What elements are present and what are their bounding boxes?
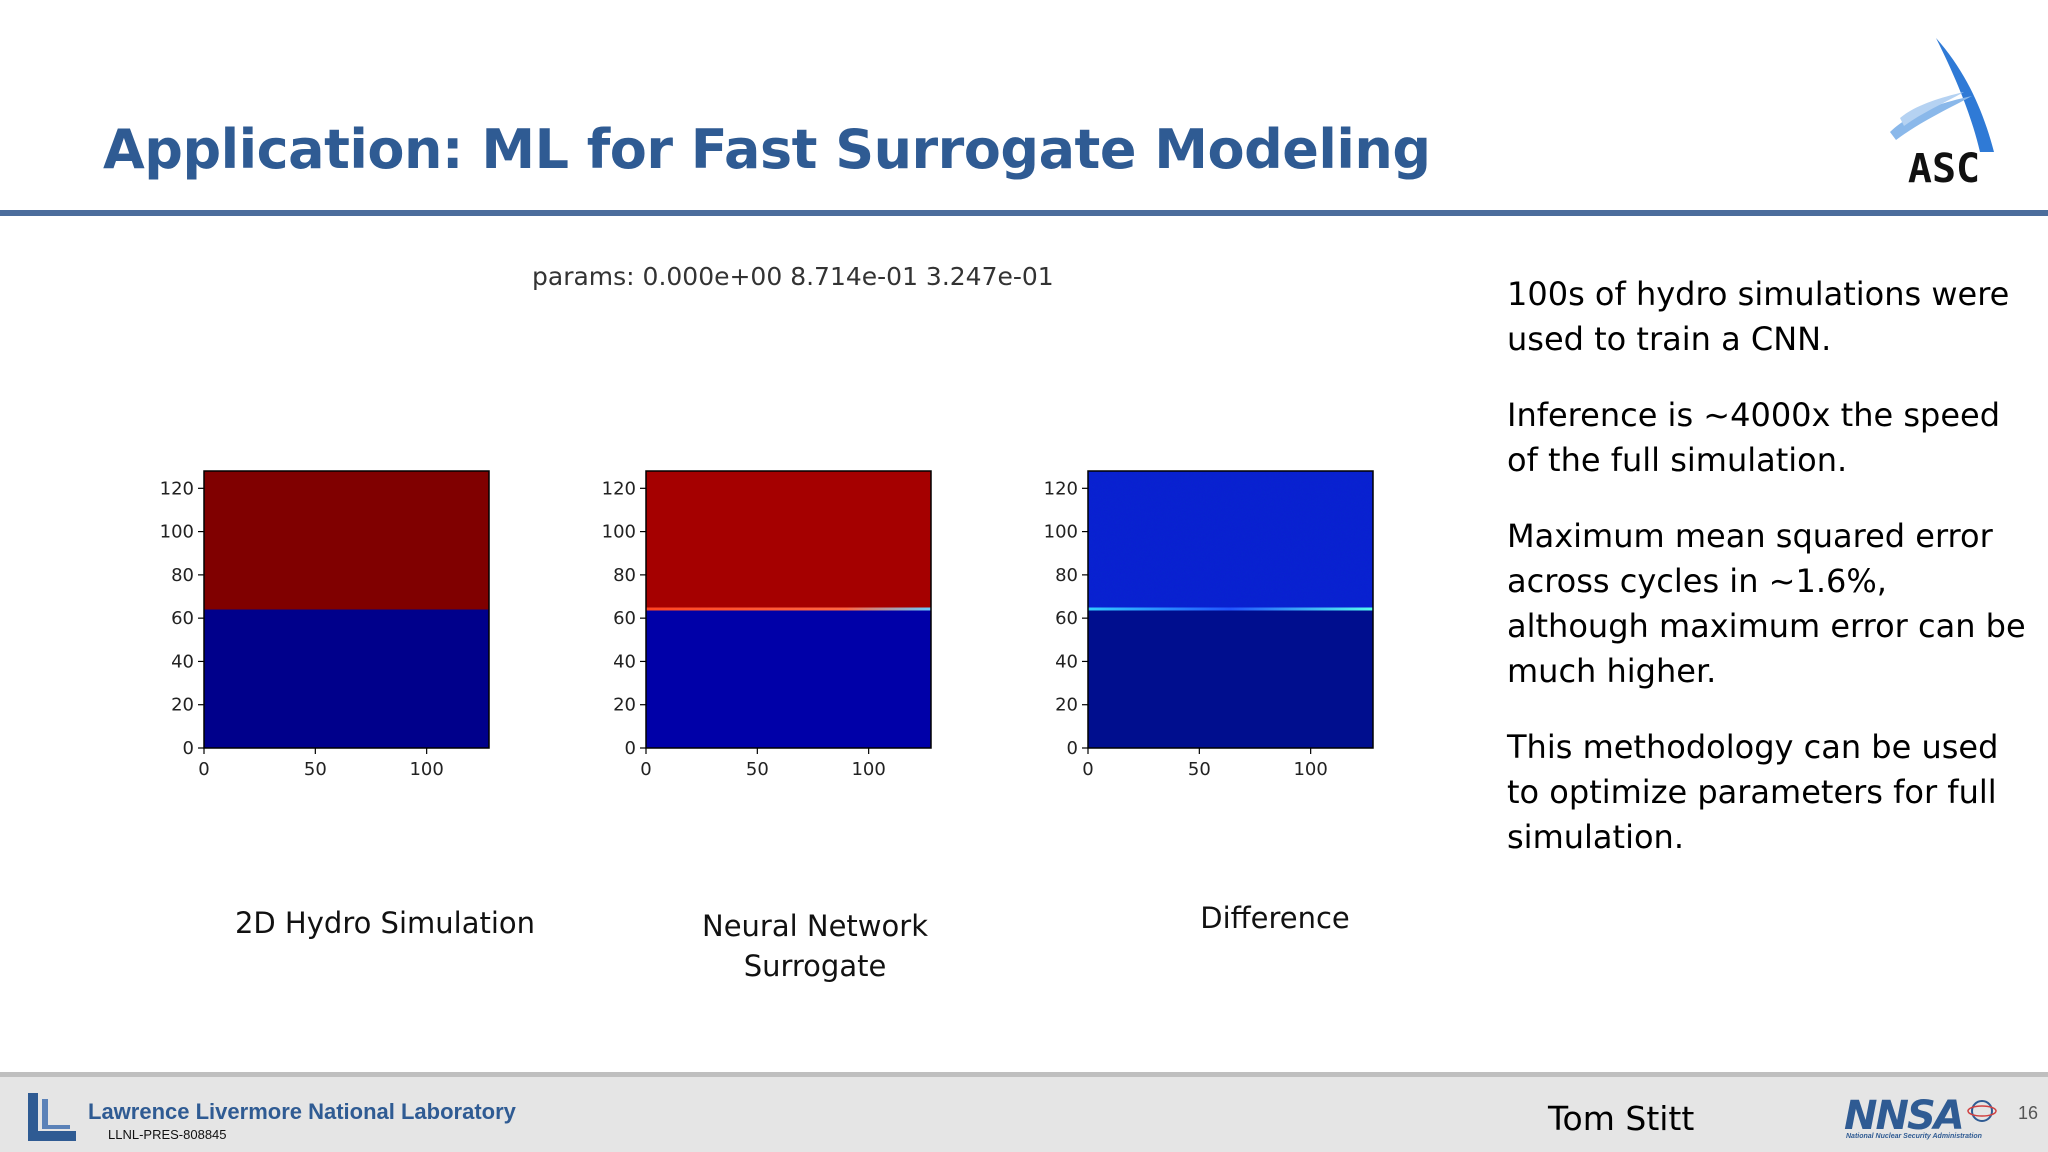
heatmap-panel-3: 0 50 100 0 20 40 60 80 100 120	[1044, 470, 1374, 780]
y-tick-label: 100	[1044, 522, 1078, 543]
x-tick-label: 0	[640, 759, 651, 780]
bullet-list: 100s of hydro simulations were used to t…	[1507, 272, 2037, 891]
y-tick-label: 60	[1055, 608, 1078, 629]
heatmap-panel-2: 0 50 100 0 20 40 60 80 100 120	[602, 470, 932, 780]
y-tick-label: 0	[625, 738, 636, 759]
heatmap-figure: 0 50 100 0 20 40 60 80 100 120 0 50 100 0 20 40 60 80 100…	[160, 470, 1374, 780]
x-tick-label: 0	[1082, 759, 1093, 780]
slide-title: Application: ML for Fast Surrogate Model…	[103, 118, 1431, 181]
presenter-name: Tom Stitt	[1548, 1099, 1695, 1138]
y-tick-label: 120	[602, 478, 636, 499]
bullet-4: This methodology can be used to optimize…	[1507, 728, 1999, 856]
params-label: params: 0.000e+00 8.714e-01 3.247e-01	[532, 262, 1054, 291]
plot-frame	[203, 470, 490, 749]
footer-divider	[0, 1072, 2048, 1077]
y-tick-label: 20	[171, 695, 194, 716]
heatmap-panel-1: 0 50 100 0 20 40 60 80 100 120	[160, 470, 490, 780]
asc-logo-icon: ASC	[1890, 38, 1994, 186]
x-tick-label: 50	[304, 759, 327, 780]
y-tick-label: 20	[1055, 695, 1078, 716]
nnsa-subtitle: National Nuclear Security Administration	[1846, 1133, 1982, 1140]
page-number: 16	[2018, 1103, 2039, 1123]
y-tick-label: 100	[160, 522, 194, 543]
y-tick-label: 40	[171, 651, 194, 672]
asc-logo-text: ASC	[1908, 146, 1980, 186]
caption-hydro-simulation: 2D Hydro Simulation	[234, 906, 536, 940]
bullet-1: 100s of hydro simulations were used to t…	[1507, 275, 2010, 358]
caption-difference: Difference	[1200, 901, 1350, 935]
interface-line	[1088, 607, 1373, 611]
title-rule	[0, 210, 2048, 216]
y-tick-label: 100	[602, 522, 636, 543]
caption-neural-network-line2: Surrogate	[743, 949, 887, 983]
y-tick-label: 0	[183, 738, 194, 759]
doc-code: LLNL-PRES-808845	[108, 1127, 227, 1142]
nnsa-logo-icon: NNSA	[1844, 1093, 1997, 1139]
footer: Lawrence Livermore National Laboratory L…	[0, 1077, 2048, 1152]
x-tick-label: 50	[746, 759, 769, 780]
plot-frame	[1087, 470, 1374, 749]
heatmap-upper-region	[204, 471, 489, 610]
y-tick-label: 80	[1055, 565, 1078, 586]
x-tick-label: 100	[1293, 759, 1327, 780]
lab-name: Lawrence Livermore National Laboratory	[88, 1099, 516, 1124]
y-tick-label: 20	[613, 695, 636, 716]
y-tick-label: 80	[171, 565, 194, 586]
bullet-3: Maximum mean squared error across cycles…	[1507, 517, 2026, 690]
x-tick-label: 0	[198, 759, 209, 780]
y-tick-label: 40	[1055, 651, 1078, 672]
y-tick-label: 60	[171, 608, 194, 629]
heatmap-noise-overlay	[1088, 471, 1373, 610]
interface-line	[646, 607, 931, 611]
llnl-logo-icon	[28, 1093, 76, 1141]
bullet-2: Inference is ~4000x the speed of the ful…	[1507, 396, 2000, 479]
y-tick-label: 80	[613, 565, 636, 586]
y-tick-label: 40	[613, 651, 636, 672]
heatmap-lower-region	[646, 609, 931, 748]
heatmap-lower-region	[1088, 609, 1373, 748]
x-tick-label: 100	[851, 759, 885, 780]
x-tick-label: 50	[1188, 759, 1211, 780]
heatmap-lower-region	[204, 609, 489, 748]
caption-neural-network-line1: Neural Network	[702, 909, 928, 943]
y-tick-label: 60	[613, 608, 636, 629]
y-tick-label: 120	[160, 478, 194, 499]
svg-text:NNSA: NNSA	[1844, 1093, 1963, 1139]
y-tick-label: 0	[1067, 738, 1078, 759]
plot-frame	[645, 470, 932, 749]
y-tick-label: 120	[1044, 478, 1078, 499]
x-tick-label: 100	[409, 759, 443, 780]
heatmap-upper-region	[646, 471, 931, 610]
caption-neural-network: Neural Network Surrogate	[630, 906, 1000, 986]
